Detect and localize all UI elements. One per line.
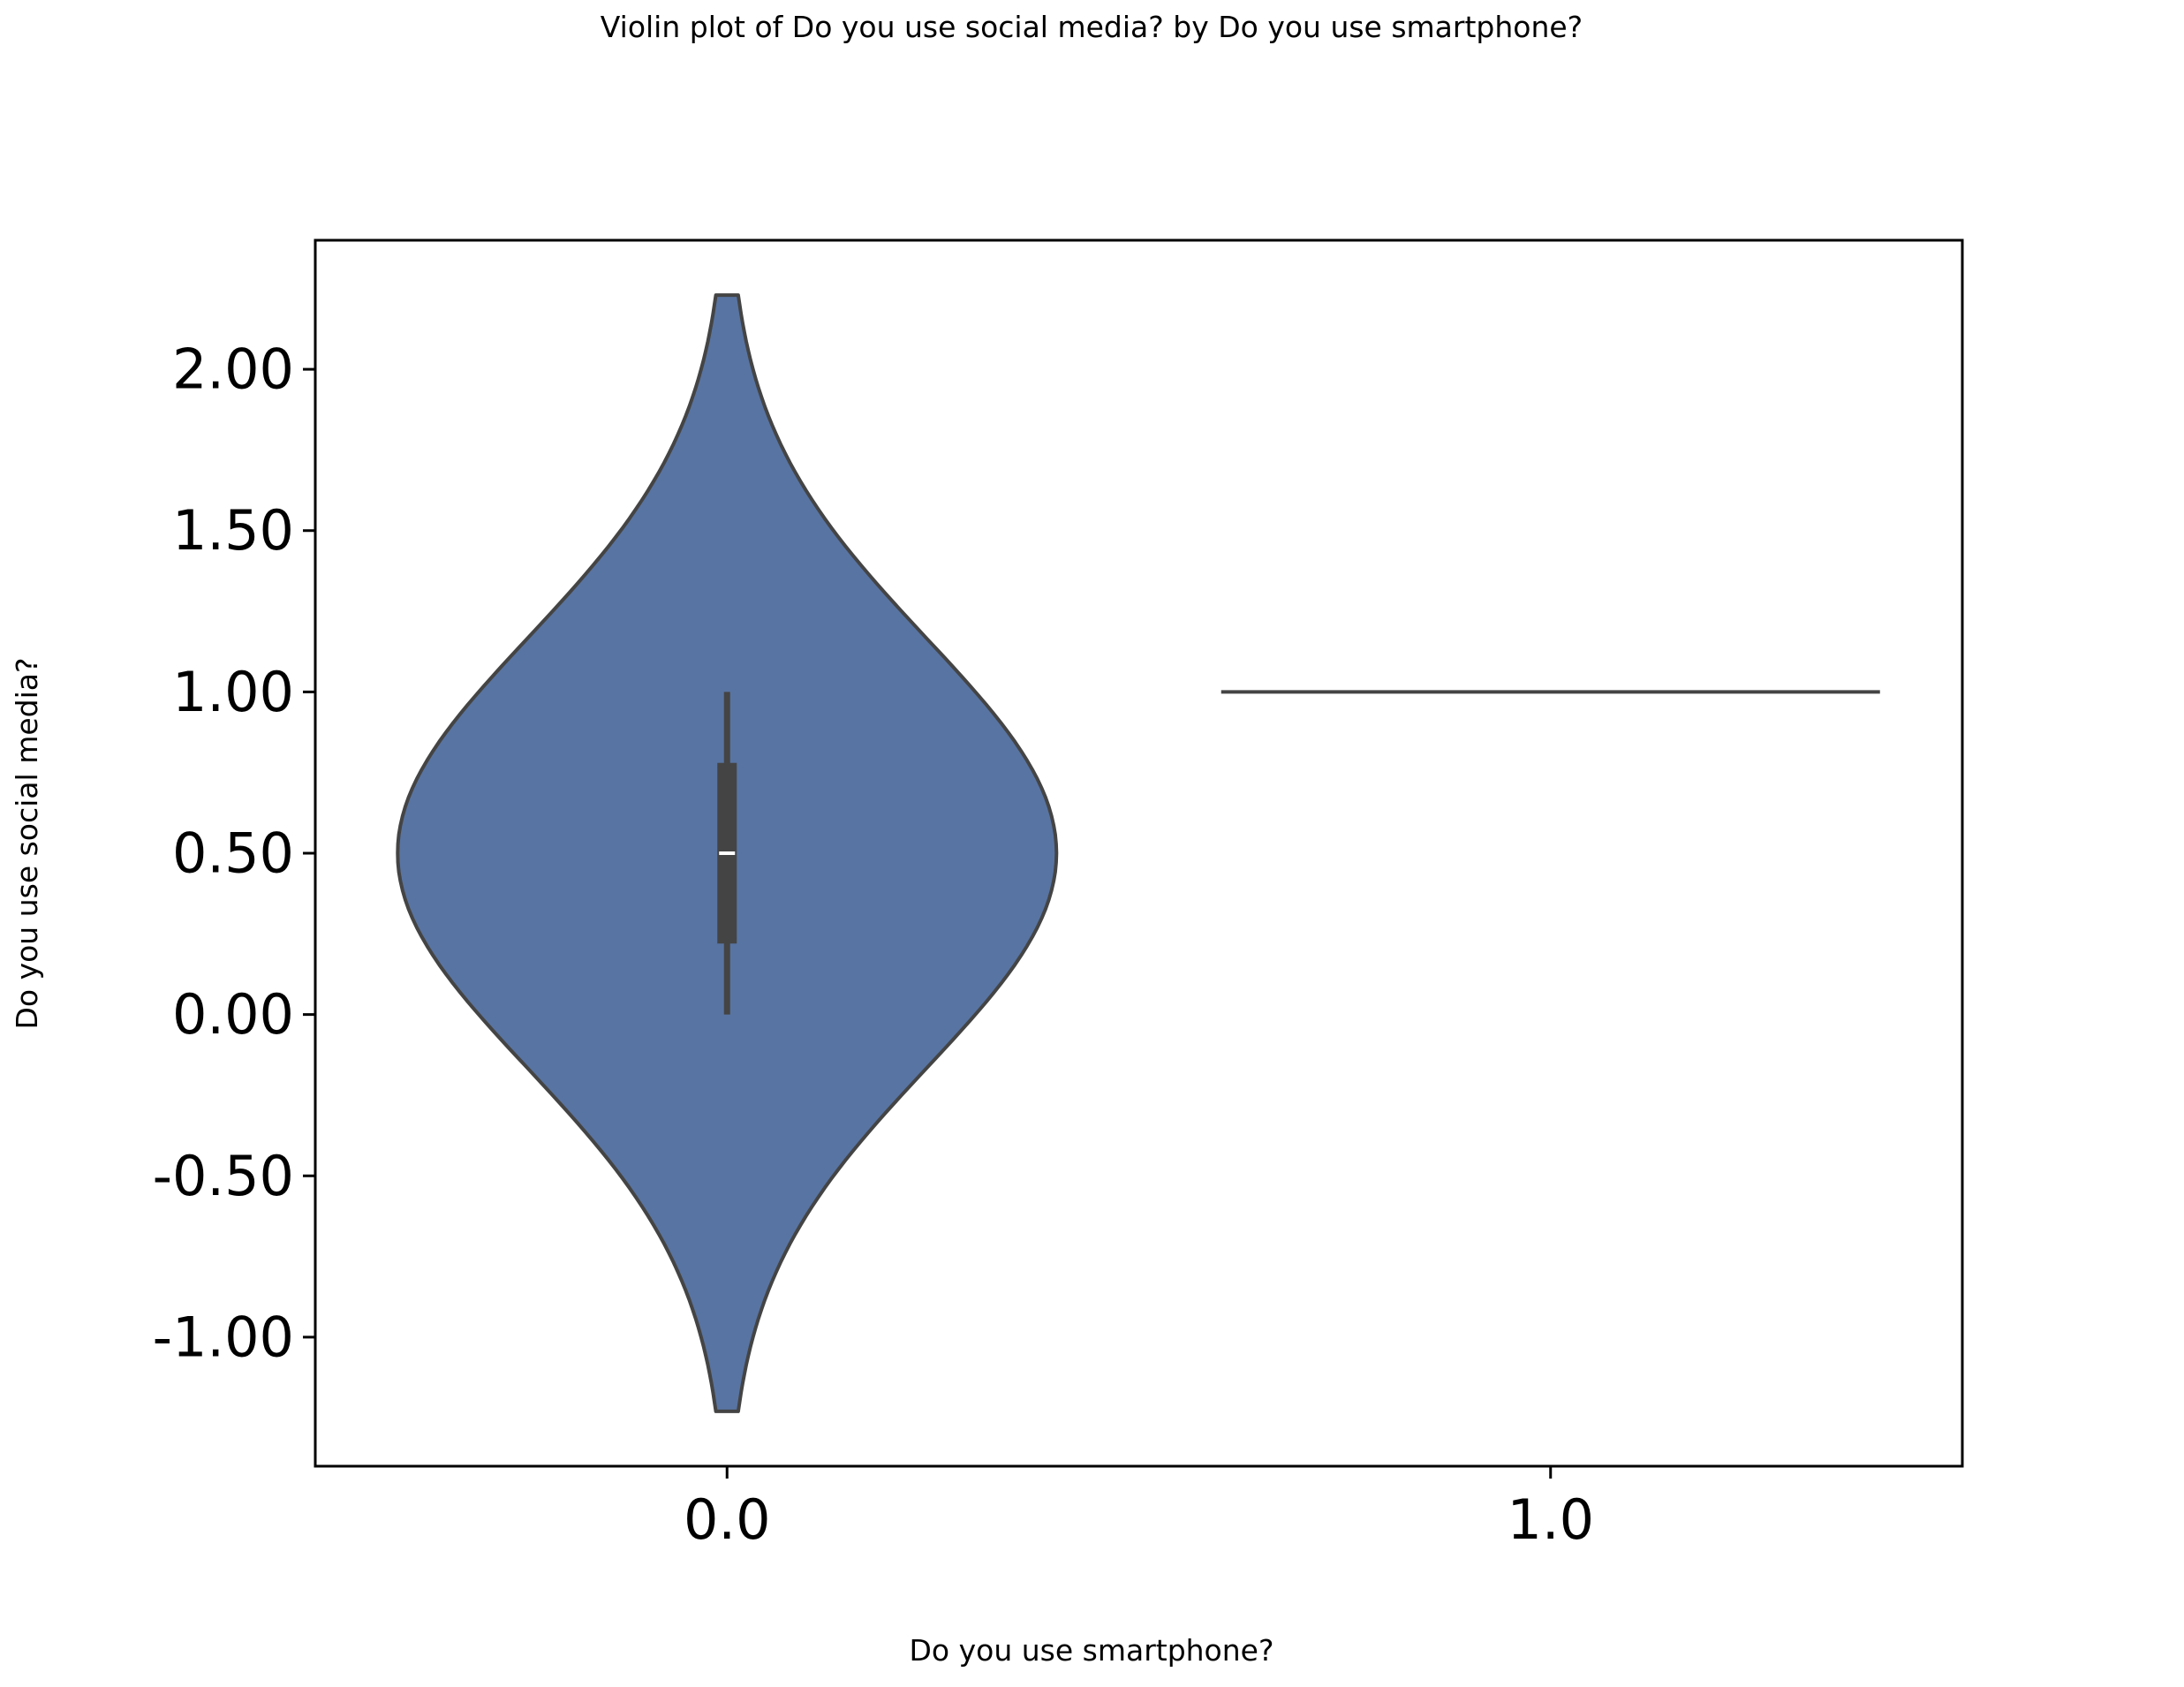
y-tick-label: 2.00 (172, 337, 294, 402)
y-tick-label: 0.00 (172, 982, 294, 1047)
y-tick-label: 1.50 (172, 498, 294, 563)
y-tick-label: -0.50 (153, 1144, 294, 1208)
x-tick-label: 0.0 (684, 1487, 771, 1552)
x-axis-label: Do you use smartphone? (910, 1633, 1274, 1668)
plot-area: 2.00 1.50 1.00 0.50 0.00 -0.50 -1.00 0.0 1.0 (153, 238, 1964, 1552)
y-tick-label: 0.50 (172, 821, 294, 886)
chart-title: Violin plot of Do you use social media? … (601, 10, 1583, 44)
y-tick-label: 1.00 (172, 660, 294, 724)
x-tick-label: 1.0 (1507, 1487, 1594, 1552)
y-tick-label: -1.00 (153, 1305, 294, 1369)
y-axis-label: Do you use social media? (10, 658, 44, 1030)
